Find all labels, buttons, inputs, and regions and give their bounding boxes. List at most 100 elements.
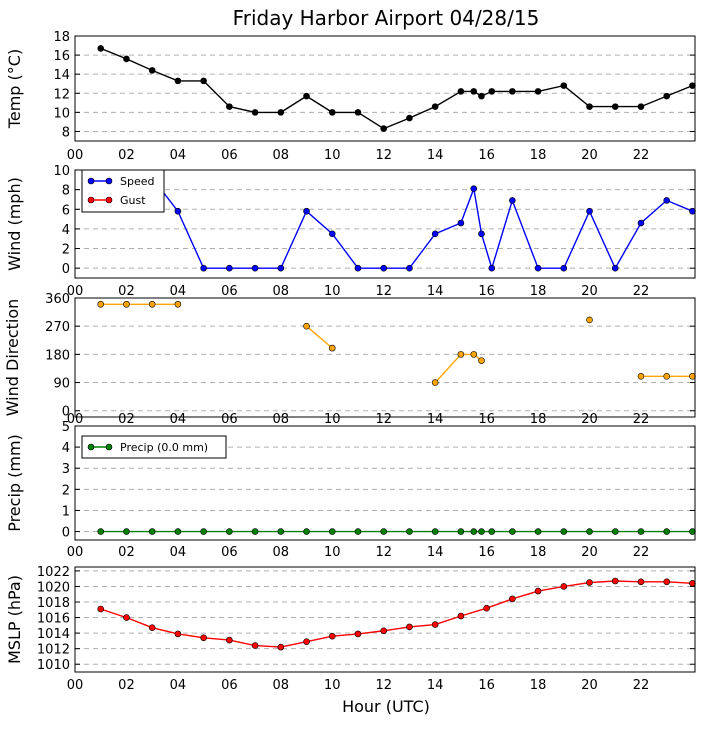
- data-point: [509, 88, 516, 95]
- plot-frame: [74, 35, 696, 142]
- x-tick-label: 14: [427, 412, 444, 427]
- data-point: [97, 528, 105, 535]
- data-point: [200, 634, 207, 642]
- data-point: [303, 322, 310, 330]
- legend-box: [81, 435, 227, 459]
- data-point: [123, 300, 130, 308]
- data-point: [148, 67, 156, 74]
- legend-marker: [87, 196, 95, 204]
- x-tick-label: 08: [273, 545, 290, 560]
- legend-label: Gust: [120, 194, 146, 207]
- x-tick-label: 16: [478, 148, 495, 163]
- data-point: [200, 77, 207, 85]
- x-tick-label: 18: [530, 148, 547, 163]
- y-tick-label: 8: [62, 184, 70, 199]
- data-point: [509, 595, 516, 603]
- data-point: [303, 92, 310, 100]
- legend-label: Speed: [120, 175, 154, 188]
- data-point: [148, 528, 156, 535]
- legend-marker: [87, 443, 95, 451]
- x-tick-label: 22: [633, 148, 650, 163]
- data-point: [534, 264, 542, 272]
- x-axis-label: Hour (UTC): [342, 697, 430, 716]
- data-point: [251, 109, 259, 116]
- data-point: [560, 264, 568, 272]
- x-tick-label: 16: [478, 284, 495, 299]
- x-tick-label: 12: [375, 678, 392, 693]
- data-point: [534, 88, 542, 95]
- data-point: [406, 114, 413, 122]
- y-axis-label: Precip (mm): [5, 434, 24, 532]
- data-point: [431, 379, 439, 386]
- y-tick-label: 1016: [37, 612, 70, 627]
- data-point: [509, 197, 516, 204]
- data-point: [431, 528, 439, 535]
- y-tick-label: 90: [53, 377, 70, 392]
- x-tick-label: 02: [118, 148, 135, 163]
- x-tick-label: 20: [581, 148, 598, 163]
- x-tick-label: 20: [581, 412, 598, 427]
- data-point: [97, 300, 105, 308]
- series-line: [434, 353, 482, 384]
- data-point: [663, 372, 671, 380]
- series-line: [306, 325, 333, 349]
- y-tick-label: 2: [62, 483, 70, 498]
- x-tick-label: 14: [427, 284, 444, 299]
- data-point: [380, 528, 388, 535]
- data-point: [663, 197, 671, 204]
- x-tick-label: 08: [273, 678, 290, 693]
- x-tick-label: 02: [118, 412, 135, 427]
- x-tick-label: 22: [633, 678, 650, 693]
- legend-marker: [105, 443, 113, 451]
- data-point: [457, 528, 465, 535]
- chart-title: Friday Harbor Airport 04/28/15: [233, 6, 540, 30]
- data-point: [637, 103, 645, 110]
- data-point: [303, 207, 310, 215]
- legend-marker: [105, 177, 113, 185]
- y-tick-label: 1: [62, 504, 70, 519]
- data-point: [328, 632, 336, 640]
- data-point: [226, 636, 233, 644]
- data-point: [586, 207, 593, 215]
- x-tick-label: 10: [324, 148, 341, 163]
- data-point: [226, 264, 233, 272]
- data-point: [200, 528, 207, 535]
- data-point: [226, 103, 233, 110]
- data-point: [478, 528, 485, 535]
- x-tick-label: 12: [375, 545, 392, 560]
- x-tick-label: 20: [581, 284, 598, 299]
- y-axis-label: Wind (mph): [5, 177, 24, 271]
- data-point: [560, 528, 568, 535]
- series-line: [100, 177, 693, 271]
- x-tick-label: 08: [273, 412, 290, 427]
- x-tick-label: 04: [170, 545, 187, 560]
- x-tick-label: 12: [375, 284, 392, 299]
- y-tick-label: 180: [45, 348, 70, 363]
- data-point: [534, 528, 542, 535]
- data-point: [637, 528, 645, 535]
- x-tick-label: 08: [273, 148, 290, 163]
- plot-frame: [74, 425, 696, 541]
- y-tick-label: 10: [53, 106, 70, 121]
- y-tick-label: 18: [53, 30, 70, 45]
- data-point: [586, 579, 593, 586]
- data-point: [457, 351, 465, 358]
- data-point: [663, 92, 671, 100]
- data-point: [488, 528, 496, 535]
- data-point: [611, 103, 619, 110]
- data-point: [251, 528, 259, 535]
- series-line: [100, 47, 693, 130]
- data-point: [174, 528, 182, 535]
- y-tick-label: 8: [62, 125, 70, 140]
- y-tick-label: 360: [45, 292, 70, 307]
- data-point: [637, 372, 645, 380]
- x-tick-label: 02: [118, 284, 135, 299]
- x-tick-label: 16: [478, 412, 495, 427]
- data-point: [123, 55, 130, 63]
- x-tick-label: 22: [633, 545, 650, 560]
- data-point: [174, 77, 182, 85]
- legend-marker: [105, 196, 113, 204]
- series-line: [100, 580, 693, 648]
- x-tick-label: 06: [221, 678, 238, 693]
